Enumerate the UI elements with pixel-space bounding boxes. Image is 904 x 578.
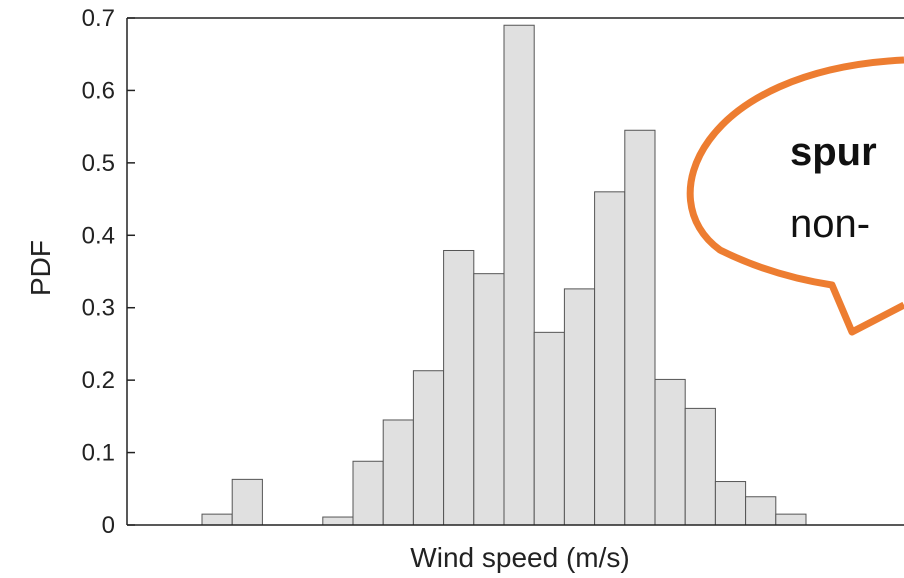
callout-text-line2: non- bbox=[790, 202, 870, 246]
y-tick-label: 0 bbox=[102, 512, 115, 539]
histogram-bar bbox=[775, 513, 807, 526]
bars-group bbox=[201, 24, 807, 526]
y-tick-label: 0.5 bbox=[82, 150, 115, 177]
y-ticks-group: 0 0.1 0.2 0.3 0.4 0.5 0.6 0.7 bbox=[82, 5, 135, 539]
y-tick-label: 0.3 bbox=[82, 295, 115, 322]
y-tick-label: 0.2 bbox=[82, 367, 115, 394]
histogram-bar bbox=[352, 460, 384, 526]
speech-bubble bbox=[686, 56, 904, 336]
histogram-bar bbox=[624, 129, 656, 526]
histogram-bar bbox=[473, 273, 505, 526]
histogram-bar bbox=[745, 496, 777, 526]
histogram-bar bbox=[563, 288, 596, 526]
y-tick-label: 0.1 bbox=[82, 440, 115, 467]
x-axis-label: Wind speed (m/s) bbox=[410, 542, 629, 573]
y-axis-label: PDF bbox=[25, 240, 56, 296]
histogram-bar bbox=[594, 191, 626, 526]
callout: spur non- bbox=[686, 56, 904, 336]
y-tick-label: 0.4 bbox=[82, 222, 115, 249]
histogram-bar bbox=[201, 513, 233, 526]
histogram-bar bbox=[714, 481, 747, 526]
callout-text-line1: spur bbox=[790, 130, 877, 174]
histogram-bar bbox=[443, 249, 475, 526]
histogram-bar bbox=[322, 516, 354, 526]
histogram-bar bbox=[412, 370, 445, 526]
histogram-bar bbox=[684, 407, 716, 526]
histogram-bar bbox=[654, 378, 686, 526]
histogram-bar bbox=[231, 478, 263, 526]
histogram-bar bbox=[533, 331, 565, 526]
histogram-bar bbox=[382, 419, 414, 526]
histogram-bar bbox=[503, 24, 535, 526]
y-tick-label: 0.6 bbox=[82, 77, 115, 104]
y-tick-label: 0.7 bbox=[82, 5, 115, 32]
